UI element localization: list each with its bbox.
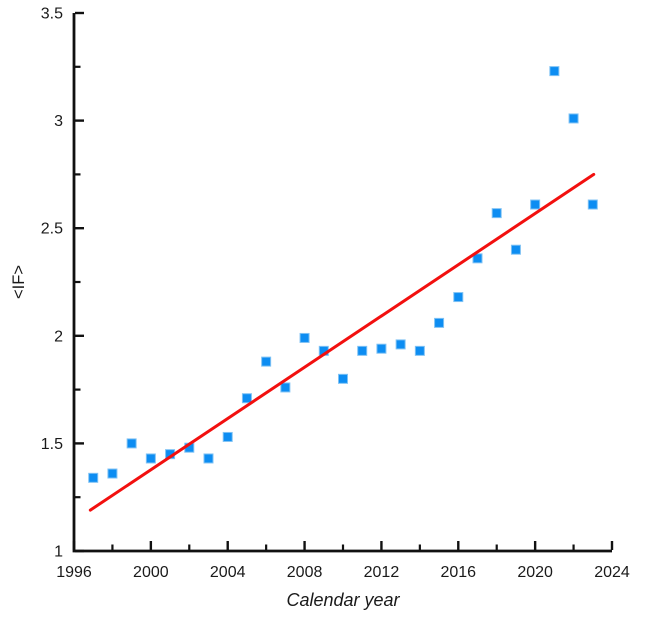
data-point [587,199,598,210]
data-point [280,382,291,393]
data-point [203,453,214,464]
x-tick-label: 1996 [56,564,92,581]
x-axis-title: Calendar year [286,590,400,610]
y-tick-label: 2 [54,328,63,345]
trend-line [88,172,596,512]
x-tick-label: 2024 [594,564,630,581]
x-tick-label: 2020 [517,564,553,581]
data-point [357,345,368,356]
y-tick-label: 3 [54,113,63,130]
data-point [222,431,233,442]
data-point [472,253,483,264]
data-point [434,317,445,328]
x-tick-label: 2016 [440,564,476,581]
data-point [453,292,464,303]
chart-generated-content: 1996 2000 2004 2008 2012 2016 2020 2024 1 1.5 2 2.5… [41,6,630,582]
data-point [299,332,310,343]
data-point [88,472,99,483]
x-tick-label: 2004 [210,564,246,581]
data-point [261,356,272,367]
data-point [568,113,579,124]
data-point [530,199,541,210]
y-axis-title: <IF> [10,265,28,299]
y-tick-label: 3.5 [41,6,63,23]
data-point [510,244,521,255]
data-point [395,339,406,350]
data-point [491,208,502,219]
data-point [126,438,137,449]
data-point [414,345,425,356]
data-point [376,343,387,354]
y-tick-label: 1 [54,544,63,561]
x-tick-label: 2008 [287,564,323,581]
x-tick-label: 2012 [364,564,400,581]
x-tick-label: 2000 [133,564,169,581]
y-tick-label: 2.5 [41,221,63,238]
data-point [107,468,118,479]
data-point [338,373,348,384]
data-point [241,393,252,404]
data-point [549,66,560,77]
y-tick-label: 1.5 [41,436,63,453]
data-point [145,453,156,464]
axis-spine [72,13,612,553]
